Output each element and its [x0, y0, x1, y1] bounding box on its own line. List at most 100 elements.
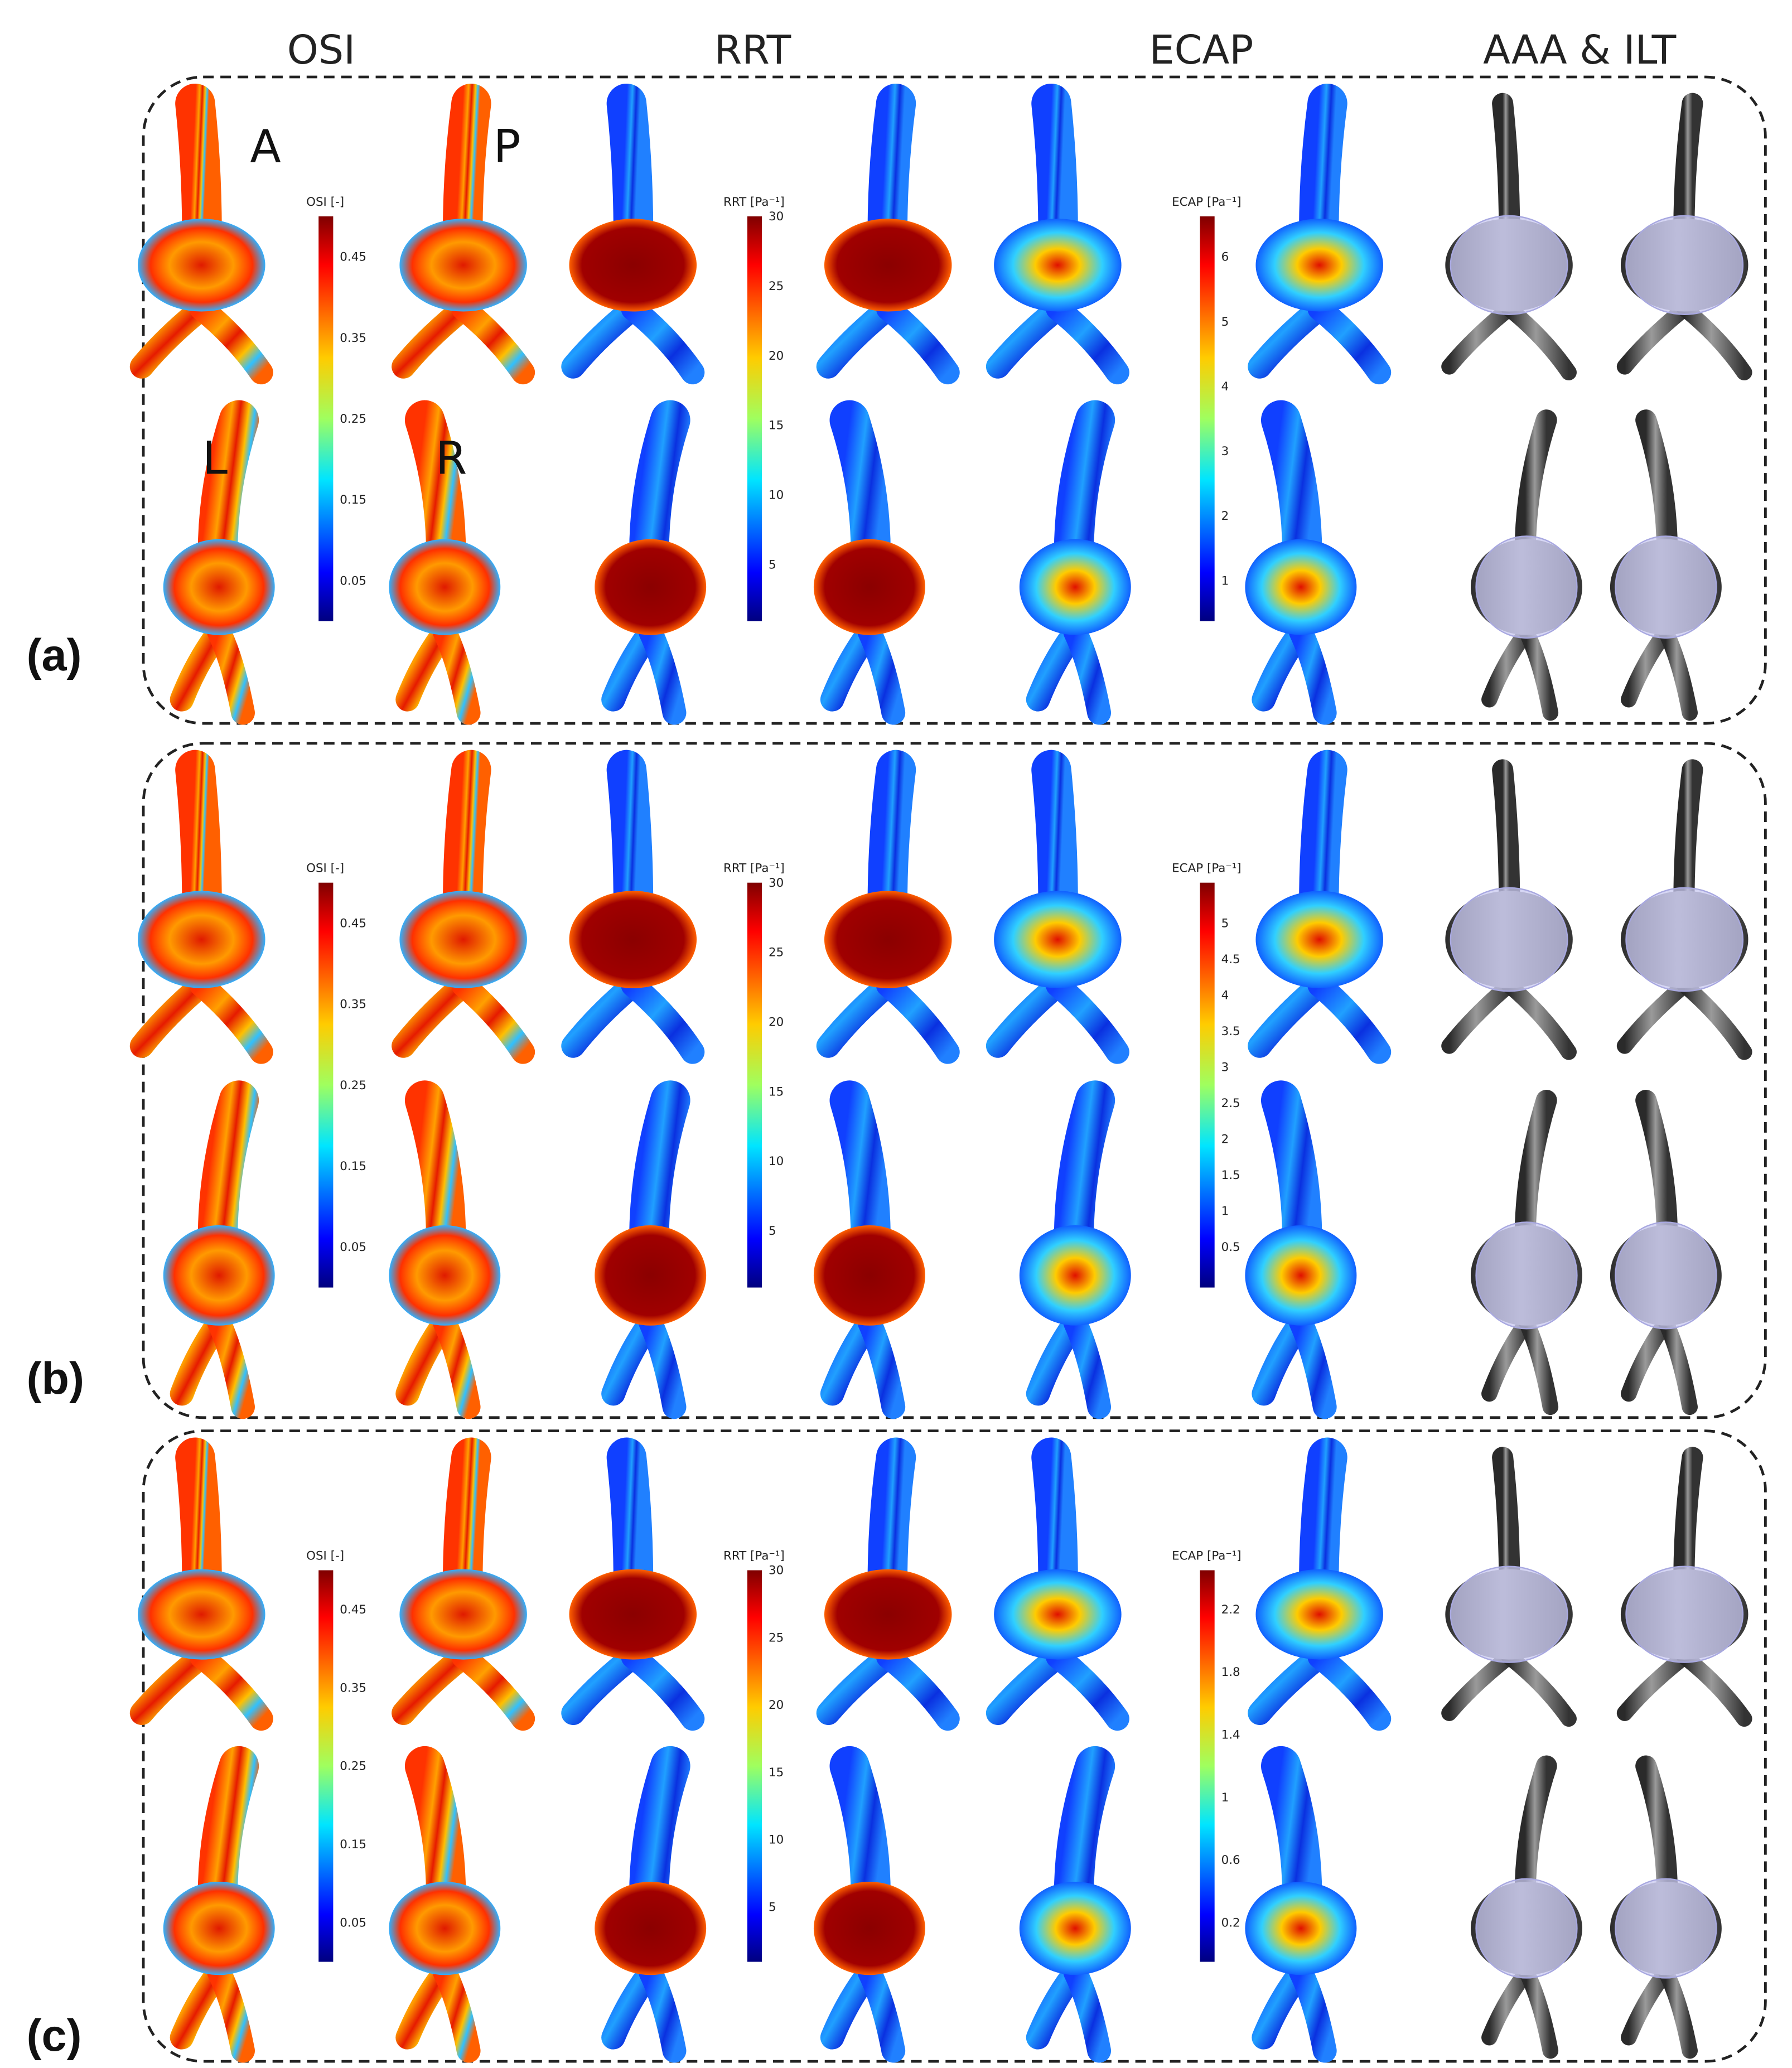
vessel-leg: [1658, 624, 1698, 721]
vessel-leg: [876, 296, 960, 385]
vessel-leg: [1441, 977, 1517, 1054]
colorbar-tick: 1: [1221, 574, 1229, 588]
aneurysm-sac: [1245, 539, 1357, 635]
vessel-leg: [1063, 1310, 1112, 1419]
colorbar-tick: 0.25: [340, 1079, 366, 1093]
vessel-leg: [1518, 1964, 1559, 2059]
colorbar-tick: 4: [1221, 988, 1229, 1002]
aneurysm-sac: [813, 1882, 925, 1975]
vessel-leg: [1501, 1649, 1577, 1727]
thrombus: [1615, 535, 1717, 639]
vessel-model: [1248, 83, 1392, 385]
vessel-model: [816, 1437, 960, 1731]
view-label: R: [436, 433, 467, 485]
colorbar-tick: 0.45: [340, 916, 366, 930]
colorbar-tick: 25: [769, 1631, 784, 1645]
vessel-leg: [392, 296, 476, 379]
colorbar-tick: 2: [1221, 509, 1229, 523]
vessel-model: [1610, 1755, 1722, 2059]
vessel-leg: [1676, 301, 1752, 381]
vessel-leg: [638, 620, 687, 725]
panel-label: (a): [27, 630, 82, 680]
panel-label: (c): [27, 2011, 82, 2061]
colorbar-tick: 3.5: [1221, 1025, 1240, 1038]
aneurysm-sac: [824, 1569, 952, 1660]
colorbar: [747, 882, 762, 1288]
vessel-model: [1610, 409, 1722, 721]
vessel-model: [392, 1437, 535, 1731]
vessel-leg: [621, 296, 705, 385]
aneurysm-sac: [595, 1225, 707, 1326]
colorbar-tick: 0.05: [340, 1916, 366, 1930]
colorbar-tick: 0.2: [1221, 1916, 1240, 1930]
vessel-leg: [189, 973, 273, 1064]
vessel-model: [1248, 1437, 1392, 1731]
vessel-leg: [621, 973, 705, 1064]
colorbar-tick: 0.15: [340, 1159, 366, 1173]
vessel-leg: [1441, 1649, 1517, 1721]
vessel-leg: [1288, 620, 1337, 725]
colorbar-tick: 0.35: [340, 331, 366, 345]
vessel-leg: [1518, 1314, 1559, 1415]
colorbar-tick: 0.15: [340, 493, 366, 507]
aneurysm-sac: [569, 1569, 697, 1660]
aneurysm-sac: [1019, 1882, 1131, 1975]
vessel-model: [1019, 1746, 1131, 2063]
vessel-leg: [207, 620, 255, 725]
vessel-leg: [1620, 1314, 1674, 1402]
vessel-model: [1616, 93, 1752, 381]
thrombus: [1625, 887, 1744, 992]
vessel-leg: [1063, 620, 1112, 725]
colorbar: [747, 216, 762, 621]
vessel-leg: [1045, 1645, 1129, 1731]
aneurysm-sac: [813, 1225, 925, 1326]
colorbar-tick: 5: [769, 1224, 776, 1238]
vessel-model: [1616, 759, 1752, 1060]
vessel-model: [392, 750, 535, 1064]
vessel-leg: [876, 973, 960, 1064]
vessel-leg: [816, 973, 900, 1058]
colorbar-tick: 20: [769, 349, 784, 363]
aneurysm-sac: [399, 1569, 527, 1660]
vessel-model: [392, 83, 535, 385]
vessel-leg: [432, 620, 481, 725]
vessel-leg: [1288, 1310, 1337, 1419]
aneurysm-sac: [389, 1882, 501, 1975]
vessel-leg: [129, 296, 214, 379]
vessel-leg: [1307, 1645, 1392, 1731]
aneurysm-sac: [138, 219, 265, 312]
vessel-model: [129, 83, 273, 385]
colorbar-tick: 0.25: [340, 412, 366, 426]
colorbar-tick: 25: [769, 279, 784, 293]
vessel-leg: [1501, 301, 1577, 381]
colorbar-tick: 4: [1221, 380, 1229, 394]
aneurysm-sac: [1255, 1569, 1383, 1660]
aneurysm-sac: [824, 219, 952, 312]
vessel-leg: [451, 973, 535, 1064]
aneurysm-sac: [1255, 219, 1383, 312]
vessel-model: [1471, 1089, 1582, 1415]
colorbar-tick: 15: [769, 419, 784, 433]
vessel-model: [1245, 400, 1357, 725]
vessel-model: [1019, 400, 1131, 725]
vessel-leg: [1620, 1964, 1674, 2046]
thrombus: [1450, 1566, 1568, 1663]
vessel-model: [389, 1746, 501, 2063]
colorbar-tick: 10: [769, 488, 784, 502]
colorbar-tick: 2.2: [1221, 1603, 1240, 1617]
colorbar-tick: 0.45: [340, 250, 366, 264]
vessel-leg: [857, 1310, 906, 1419]
aneurysm-sac: [994, 1569, 1122, 1660]
colorbar: [747, 1570, 762, 1962]
vessel-leg: [189, 296, 273, 385]
aneurysm-sac: [389, 1225, 501, 1326]
aneurysm-sac: [595, 539, 707, 635]
aneurysm-sac: [569, 219, 697, 312]
colorbar-tick: 5: [1221, 315, 1229, 329]
colorbar-tick: 30: [769, 210, 784, 224]
vessel-leg: [986, 296, 1070, 379]
vessel-model: [813, 1080, 925, 1419]
aneurysm-sac: [595, 1882, 707, 1975]
vessel-leg: [189, 1645, 273, 1731]
vessel-leg: [129, 973, 214, 1058]
